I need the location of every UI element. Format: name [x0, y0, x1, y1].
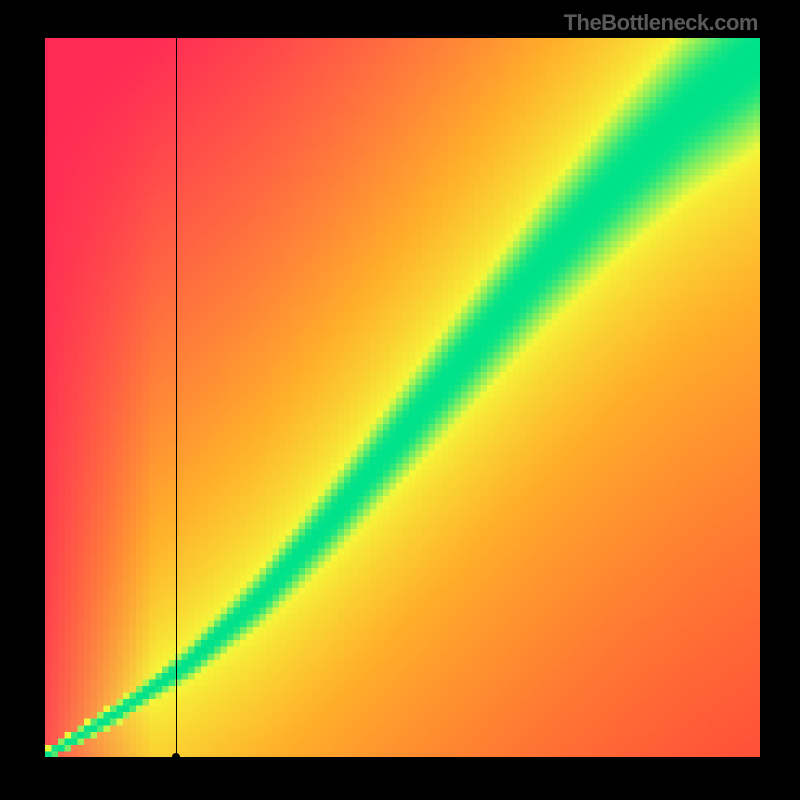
heatmap-canvas: [45, 38, 760, 758]
crosshair-vertical: [176, 38, 177, 758]
heatmap-plot: [45, 38, 760, 758]
crosshair-horizontal: [45, 757, 760, 758]
selection-marker: [172, 753, 180, 761]
watermark-text: TheBottleneck.com: [564, 10, 758, 36]
